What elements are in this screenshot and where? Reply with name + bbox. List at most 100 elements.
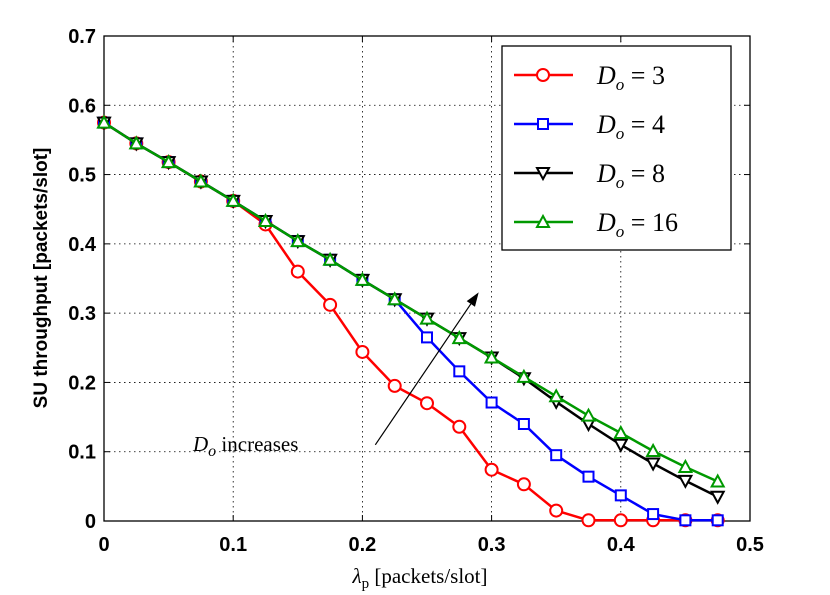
data-point — [613, 438, 629, 453]
plot-frame — [103, 35, 751, 522]
data-point — [485, 396, 498, 409]
annotation-arrowhead — [466, 292, 479, 307]
data-point — [453, 365, 466, 378]
data-point — [677, 474, 694, 489]
y-tick-label: 0.4 — [68, 234, 97, 256]
data-point — [452, 419, 467, 434]
legend-marker — [535, 167, 551, 182]
y-tick-label: 0.2 — [68, 372, 96, 394]
legend: Do = 3Do = 4Do = 8Do = 16 — [501, 45, 732, 251]
data-point — [451, 329, 467, 345]
x-tick-label: 0.5 — [736, 534, 764, 556]
data-point — [128, 135, 144, 150]
data-point — [580, 407, 597, 422]
y-tick-label: 0.5 — [68, 165, 96, 187]
legend-symbol: D — [596, 110, 616, 139]
legend-symbol: D — [596, 208, 616, 237]
data-point — [96, 114, 112, 129]
data-point — [225, 192, 241, 207]
data-point — [387, 291, 403, 306]
axis-ticks: 0 0.1 0.2 0.3 0.4 0.5 0 0.1 0.2 0.3 0.4 0.5 0.6 0.7 — [68, 26, 764, 556]
x-axis-label-symbol: λ — [352, 564, 362, 588]
legend-label: Do = 3 — [596, 61, 665, 94]
legend-value: = 8 — [624, 159, 665, 188]
y-axis-label: SU throughput [packets/slot] — [31, 148, 52, 409]
legend-subscript: o — [616, 75, 625, 94]
legend-subscript: o — [616, 173, 625, 192]
data-point — [645, 457, 661, 472]
legend-subscript: o — [616, 222, 625, 241]
x-tick-label: 0 — [98, 534, 109, 556]
data-point — [355, 344, 370, 359]
legend-item: Do = 16 — [514, 208, 678, 241]
data-point — [257, 212, 274, 227]
y-tick-label: 0.7 — [68, 26, 96, 48]
legend-label: Do = 8 — [596, 159, 665, 192]
y-tick-label: 0.1 — [68, 442, 96, 464]
data-point — [290, 232, 306, 248]
annotation-subscript: o — [208, 443, 216, 460]
data-point — [549, 503, 564, 518]
legend-value: = 16 — [624, 208, 678, 237]
data-point — [647, 508, 660, 521]
legend-item: Do = 8 — [514, 159, 665, 192]
data-point — [354, 271, 371, 286]
legend-marker — [535, 213, 551, 228]
data-point — [322, 251, 338, 266]
y-tick-label: 0 — [85, 511, 96, 533]
data-point — [421, 331, 433, 344]
x-tick-label: 0.3 — [478, 534, 506, 556]
data-point — [290, 264, 305, 279]
data-point — [710, 490, 726, 505]
data-point — [711, 514, 724, 527]
data-point — [420, 396, 434, 411]
y-tick-label: 0.6 — [68, 95, 96, 117]
legend-label: Do = 16 — [596, 208, 678, 241]
data-point — [323, 297, 338, 312]
legend-value: = 4 — [624, 110, 665, 139]
data-point — [483, 349, 500, 364]
data-point — [484, 462, 499, 477]
legend-label: Do = 4 — [596, 110, 665, 143]
legend-item: Do = 4 — [514, 110, 665, 143]
data-point — [645, 442, 661, 458]
legend-value: = 3 — [624, 61, 665, 90]
data-point — [548, 388, 564, 403]
data-point — [679, 514, 692, 527]
legend-marker — [536, 68, 550, 82]
legend-symbol: D — [596, 159, 616, 188]
x-tick-label: 0.4 — [607, 534, 636, 556]
data-point — [550, 449, 563, 462]
x-axis-label-text: [packets/slot] — [369, 564, 487, 588]
annotation-label: increases — [216, 432, 298, 456]
data-point — [613, 513, 628, 528]
data-point — [516, 368, 532, 383]
data-point — [614, 489, 627, 502]
data-point — [193, 173, 209, 188]
data-point — [581, 513, 596, 528]
data-point — [419, 310, 435, 325]
data-point — [677, 458, 694, 473]
data-point — [160, 154, 177, 169]
x-tick-label: 0.2 — [348, 534, 376, 556]
legend-item: Do = 3 — [514, 61, 665, 94]
data-point — [517, 418, 530, 430]
x-axis-label: λp [packets/slot] — [352, 564, 488, 592]
legend-subscript: o — [616, 124, 625, 143]
data-point — [387, 378, 402, 393]
annotation-text: Do increases — [192, 432, 298, 460]
data-point — [710, 473, 726, 488]
data-point — [516, 477, 531, 492]
data-point — [582, 470, 595, 483]
series-3 — [96, 114, 726, 488]
annotation-arrow — [374, 303, 472, 446]
legend-symbol: D — [596, 61, 616, 90]
annotation: Do increases — [192, 292, 479, 460]
series — [96, 114, 726, 528]
x-axis-label-subscript: p — [362, 576, 370, 592]
annotation-symbol: D — [192, 432, 208, 456]
x-tick-label: 0.1 — [219, 534, 247, 556]
y-tick-label: 0.3 — [68, 303, 96, 325]
data-point — [613, 424, 629, 440]
